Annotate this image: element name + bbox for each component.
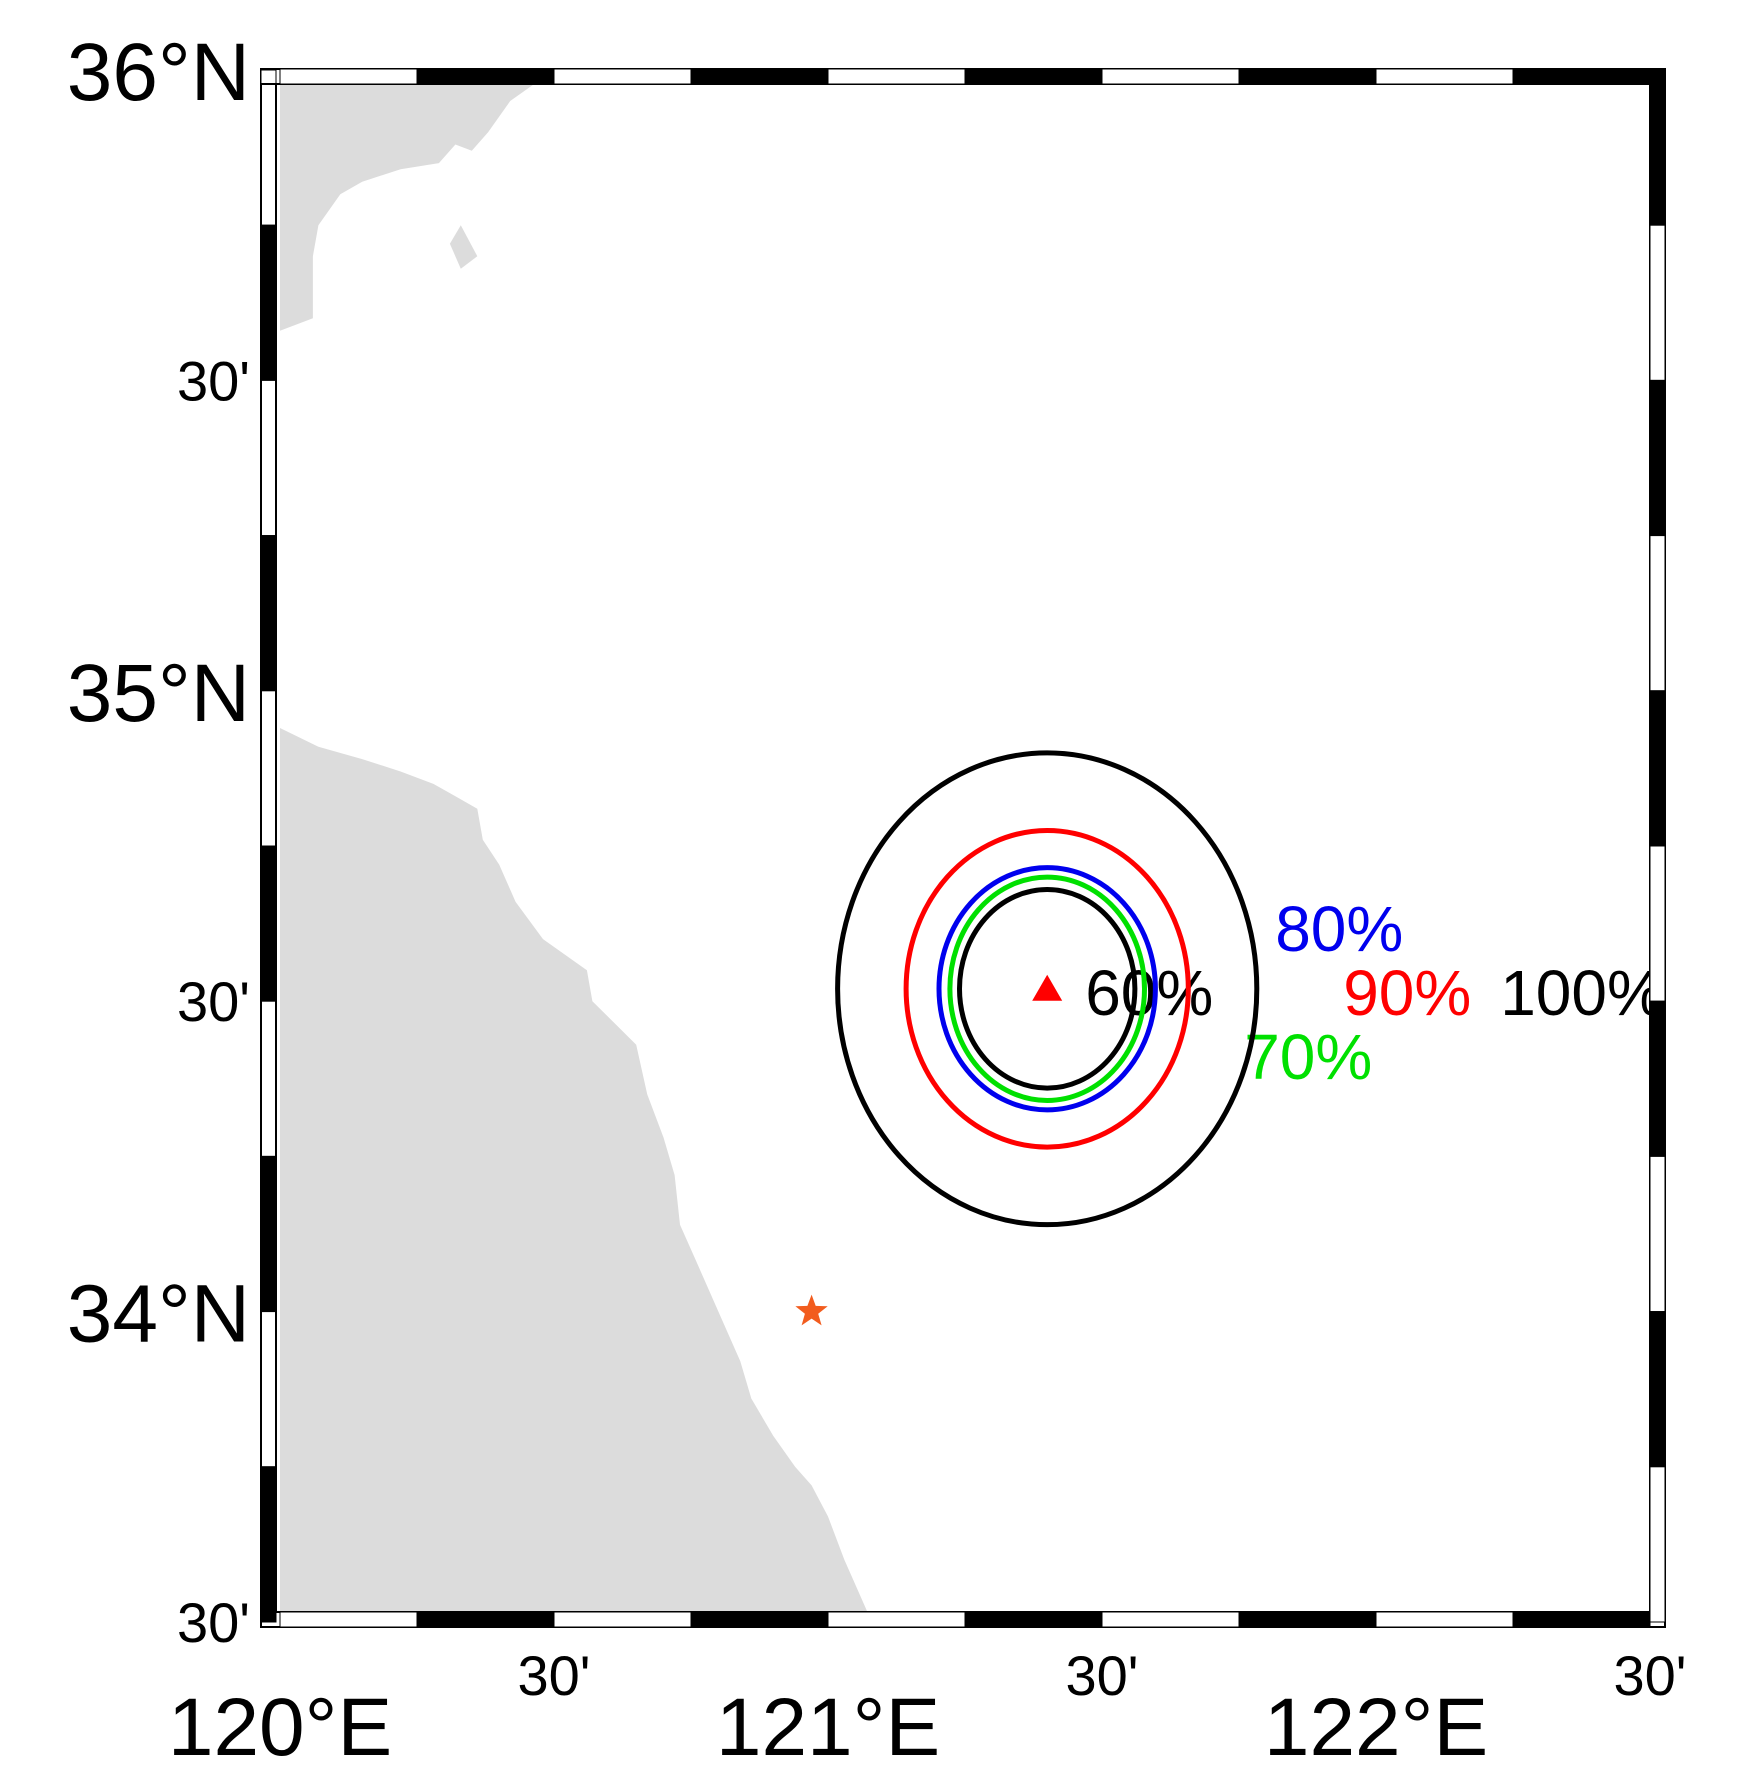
frame-bottom-seg: [279, 1611, 418, 1628]
station-triangle-icon: [1032, 974, 1063, 1001]
frame-top-seg: [1238, 68, 1377, 85]
frame-bottom-seg: [1101, 1611, 1240, 1628]
frame-left-seg: [260, 845, 277, 1002]
frame-top-seg: [416, 68, 555, 85]
frame-top-seg: [690, 68, 829, 85]
frame-right-seg: [1649, 1155, 1666, 1313]
frame-left-seg: [260, 535, 277, 692]
frame-right-seg: [1649, 535, 1666, 692]
frame-right-seg: [1649, 690, 1666, 847]
frame-top-seg: [1512, 68, 1651, 85]
lon-tick-label: 30': [518, 1644, 591, 1707]
frame-bottom-seg: [1238, 1611, 1377, 1628]
ring-label-100: 100%: [1500, 957, 1664, 1029]
frame-bottom-seg: [690, 1611, 829, 1628]
frame-right-seg: [1649, 224, 1666, 381]
frame-right-seg: [1649, 1000, 1666, 1157]
lat-tick-label: 30': [177, 970, 250, 1033]
frame-bottom-seg: [553, 1611, 692, 1628]
lat-tick-label: 30': [177, 349, 250, 412]
ring-70: [947, 874, 1147, 1103]
frame-bottom-seg: [964, 1611, 1103, 1628]
lat-tick-label: 36°N: [67, 27, 250, 118]
frame-top-seg: [279, 68, 418, 85]
land-area-0: [280, 70, 554, 331]
ring-100: [835, 750, 1260, 1228]
frame-top-seg: [964, 68, 1103, 85]
frame-bottom-seg: [416, 1611, 555, 1628]
frame-left-seg: [260, 1311, 277, 1468]
probability-rings: 60% 70% 80%90% 100%: [835, 750, 1664, 1228]
ring-80: [936, 865, 1158, 1113]
frame-left-seg: [260, 379, 277, 537]
lon-tick-label: 30': [1066, 1644, 1139, 1707]
frame-right-seg: [1649, 69, 1666, 226]
frame-left-seg: [260, 1466, 277, 1623]
frame-left-seg: [260, 1155, 277, 1313]
frame-right-seg: [1649, 1311, 1666, 1468]
frame-top-seg: [1375, 68, 1514, 85]
ring-label-60: 60%: [1085, 957, 1213, 1029]
ring-label-70: 70%: [1244, 1021, 1372, 1093]
frame-right-seg: [1649, 379, 1666, 537]
land-area-1: [455, 101, 478, 133]
ring-label-80: 80%: [1275, 893, 1403, 965]
frame-left-seg: [260, 690, 277, 847]
frame-top-seg: [827, 68, 966, 85]
lat-tick-label: 34°N: [67, 1269, 250, 1360]
frame-top-seg: [1101, 68, 1240, 85]
land-area-2: [449, 225, 478, 269]
frame-right-seg: [1649, 1466, 1666, 1623]
lon-tick-label: 122°E: [1264, 1682, 1488, 1773]
frame-left-edge: [260, 83, 277, 1613]
ring-label-90: 90%: [1343, 957, 1471, 1029]
frame-left-seg: [260, 1000, 277, 1157]
frame-bottom-seg: [1512, 1611, 1651, 1628]
lat-tick-label: 30': [177, 1591, 250, 1654]
ring-90: [903, 827, 1191, 1150]
lat-tick-label: 35°N: [67, 648, 250, 739]
lon-tick-label: 30': [1614, 1644, 1687, 1707]
map-frame: [260, 68, 1666, 1628]
frame-left-seg: [260, 69, 277, 226]
lon-tick-label: 120°E: [168, 1682, 392, 1773]
frame-bottom-seg: [827, 1611, 966, 1628]
lon-tick-label: 121°E: [716, 1682, 940, 1773]
frame-left-seg: [260, 224, 277, 381]
epicenter-star-icon: [795, 1294, 828, 1326]
ring-60: [956, 886, 1138, 1091]
frame-right-seg: [1649, 845, 1666, 1002]
frame-top-seg: [553, 68, 692, 85]
markers: [795, 974, 1063, 1326]
frame-bottom-seg: [1375, 1611, 1514, 1628]
land-layer: [280, 70, 872, 1622]
tick-labels: 120°E 30' 121°E 30' 122°E 30' 36°N 30' 35°N 30' 34…: [67, 27, 1687, 1773]
land-area-3: [280, 728, 872, 1622]
